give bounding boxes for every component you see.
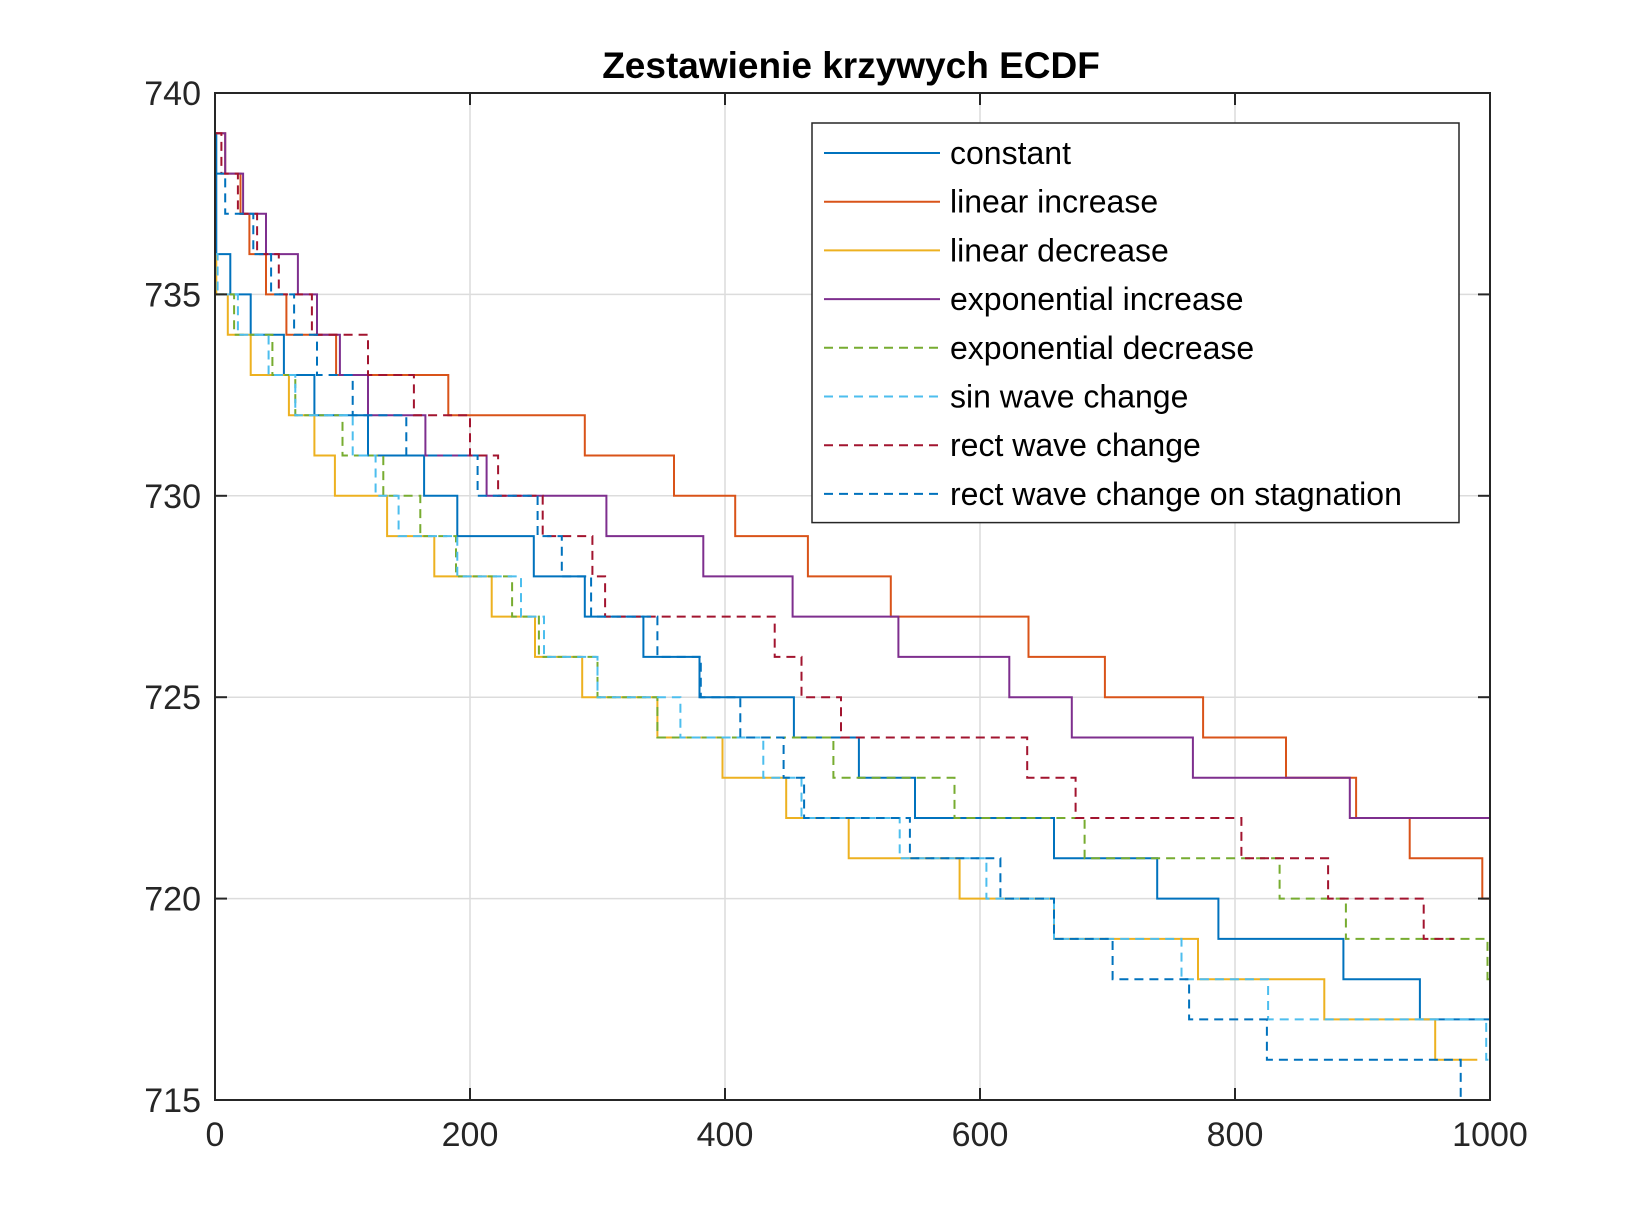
x-tick-label-1: 200: [442, 1116, 499, 1154]
y-tick-label-1: 720: [144, 881, 201, 919]
series-line-rect-wave-change: [215, 132, 1455, 940]
x-tick-label-4: 800: [1207, 1116, 1264, 1154]
y-tick-label-0: 715: [144, 1082, 201, 1120]
x-tick-label-0: 0: [206, 1116, 225, 1154]
series-line-rect-wave-change-on-stagnation: [215, 172, 1471, 1101]
x-tick-label-3: 600: [952, 1116, 1009, 1154]
y-tick-label-5: 740: [144, 75, 201, 113]
chart-title: Zestawienie krzywych ECDF: [602, 45, 1100, 86]
y-tick-label-3: 730: [144, 478, 201, 516]
legend-label-constant: constant: [950, 135, 1071, 171]
y-tick-label-2: 725: [144, 679, 201, 717]
legend-label-sin-wave-change: sin wave change: [950, 379, 1188, 415]
y-tick-label-4: 735: [144, 276, 201, 314]
legend-label-exponential-increase: exponential increase: [950, 281, 1244, 317]
legend-label-exponential-decrease: exponential decrease: [950, 330, 1254, 366]
legend-label-rect-wave-change-on-stagnation: rect wave change on stagnation: [950, 476, 1402, 512]
legend: constant linear increase linear decrease ex…: [811, 122, 1460, 524]
series-line-exponential-decrease: [215, 293, 1490, 981]
legend-box: [811, 122, 1460, 524]
legend-label-linear-decrease: linear decrease: [950, 232, 1169, 268]
x-tick-label-5: 1000: [1452, 1116, 1528, 1154]
axes-box: [214, 92, 1491, 1101]
legend-label-linear-increase: linear increase: [950, 184, 1158, 220]
legend-label-rect-wave-change: rect wave change: [950, 427, 1201, 463]
series-line-exponential-increase: [215, 132, 1490, 819]
x-tick-label-2: 400: [697, 1116, 754, 1154]
